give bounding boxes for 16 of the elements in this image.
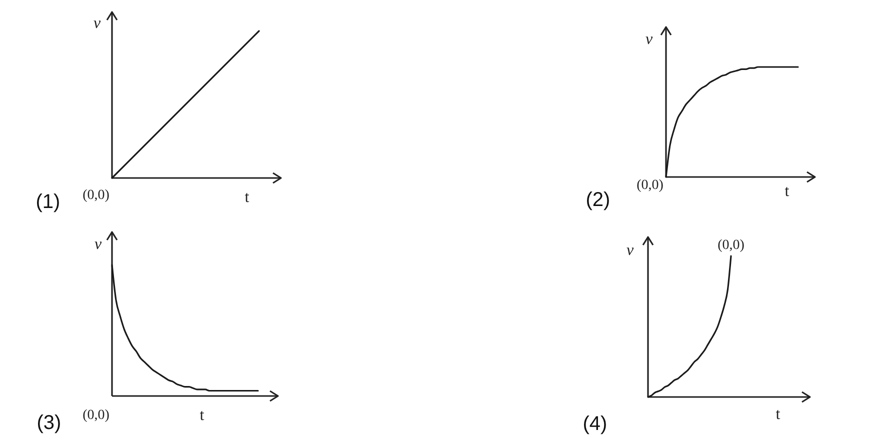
y-axis-title: v: [645, 31, 654, 48]
text: (0,0): [82, 408, 110, 423]
x-axis-title: t: [776, 406, 781, 423]
text: (0,0): [82, 188, 110, 203]
annotation: (0,0): [718, 238, 745, 253]
y-axis-title: v: [626, 242, 634, 259]
text: (2): [586, 189, 610, 211]
x-axis-title: t: [784, 183, 790, 200]
text: (1): [36, 191, 60, 213]
text: (0,0): [636, 178, 664, 193]
y-axis-title: v: [93, 15, 102, 32]
x-axis-title: t: [200, 407, 205, 424]
text: (3): [36, 412, 62, 434]
text: (4): [582, 413, 608, 435]
x-axis-title: t: [244, 189, 250, 206]
y-axis-title: v: [94, 236, 102, 253]
